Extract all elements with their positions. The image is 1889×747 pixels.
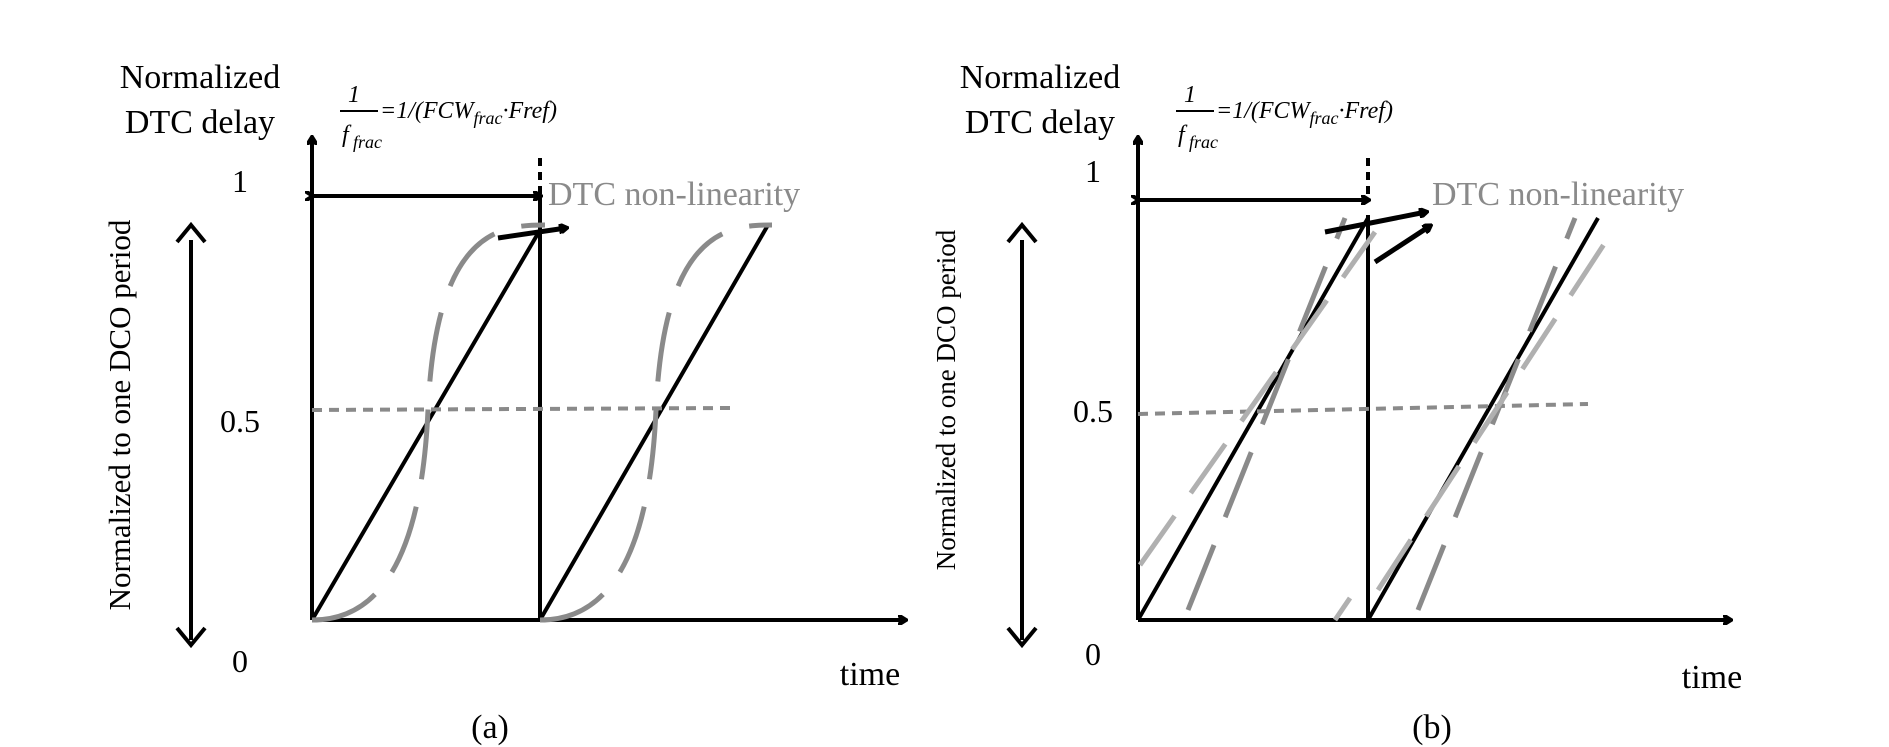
panel-b-nonlinear-shallow-2 xyxy=(1375,230,1615,592)
panel-a-ylabel-line1: Normalized xyxy=(120,59,281,96)
panel-a-range-arrow-top xyxy=(175,221,207,244)
panel-b-formula: 1 f frac =1/(FCWfrac·Fref) xyxy=(1176,82,1393,152)
panel-b-range-arrow-bottom xyxy=(1006,626,1038,649)
panel-b-ylabel-line1: Normalized xyxy=(960,59,1121,96)
panel-b-tick-1: 1 xyxy=(1085,153,1101,189)
panel-b-pointer-arrow-2 xyxy=(1373,226,1430,265)
panel-a-formula-numerator: 1 xyxy=(348,82,360,108)
panel-b-ramp-1 xyxy=(1136,217,1370,621)
panel-b-nonlinear-steep-1 xyxy=(1185,217,1348,611)
panel-b-ylabel-line2: DTC delay xyxy=(965,104,1115,141)
panel-b-side-label: Normalized to one DCO period xyxy=(931,229,961,570)
panel-a-pointer-arrow xyxy=(497,228,566,241)
panel-a-nonlinear-curve-2 xyxy=(539,222,773,623)
panel-b-formula-numerator: 1 xyxy=(1184,82,1196,108)
panel-b-caption: (b) xyxy=(1412,709,1452,746)
panel-b-half-line xyxy=(1137,402,1589,416)
panel-b-range-arrow-top xyxy=(1006,221,1038,244)
panel-a-tick-05: 0.5 xyxy=(220,403,260,439)
panel-b-nonlinear-steep-2 xyxy=(1415,217,1578,611)
panel-b: Normalized DTC delay Normalized to one D… xyxy=(931,59,1742,746)
panel-a-range-arrow-bottom xyxy=(175,626,207,649)
panel-b-formula-denominator-sub: frac xyxy=(1189,132,1218,152)
panel-a-xlabel: time xyxy=(840,656,900,693)
panel-a: Normalized DTC delay Normalized to one D… xyxy=(102,59,905,746)
panel-b-annotation: DTC non-linearity xyxy=(1432,176,1684,213)
panel-b-xlabel: time xyxy=(1682,659,1742,696)
panel-b-pointer-arrow-1 xyxy=(1324,212,1426,235)
panel-a-formula-denominator: f xyxy=(342,122,352,148)
panel-a-annotation: DTC non-linearity xyxy=(548,176,800,213)
panel-b-tick-05: 0.5 xyxy=(1073,393,1113,429)
panel-b-nonlinear-shallow-1 xyxy=(1137,230,1378,567)
panel-b-formula-denominator: f xyxy=(1178,122,1188,148)
panel-a-nonlinear-curve-1 xyxy=(311,222,546,623)
panel-a-tick-0: 0 xyxy=(232,643,248,679)
panel-b-tick-0: 0 xyxy=(1085,636,1101,672)
panel-a-tick-1: 1 xyxy=(232,163,248,199)
panel-b-nonlinear-shallow-tail xyxy=(1332,596,1353,622)
panel-a-half-line xyxy=(311,406,731,412)
panel-a-side-label: Normalized to one DCO period xyxy=(102,219,137,610)
panel-a-ylabel-line2: DTC delay xyxy=(125,104,275,141)
panel-b-ramp-2 xyxy=(1366,217,1600,621)
panel-a-formula-rhs: =1/(FCWfrac·Fref) xyxy=(380,98,557,128)
panel-a-formula-denominator-sub: frac xyxy=(353,132,382,152)
panel-a-caption: (a) xyxy=(471,709,509,746)
panel-b-formula-rhs: =1/(FCWfrac·Fref) xyxy=(1216,98,1393,128)
panel-a-formula: 1 f frac =1/(FCWfrac·Fref) xyxy=(340,82,557,152)
